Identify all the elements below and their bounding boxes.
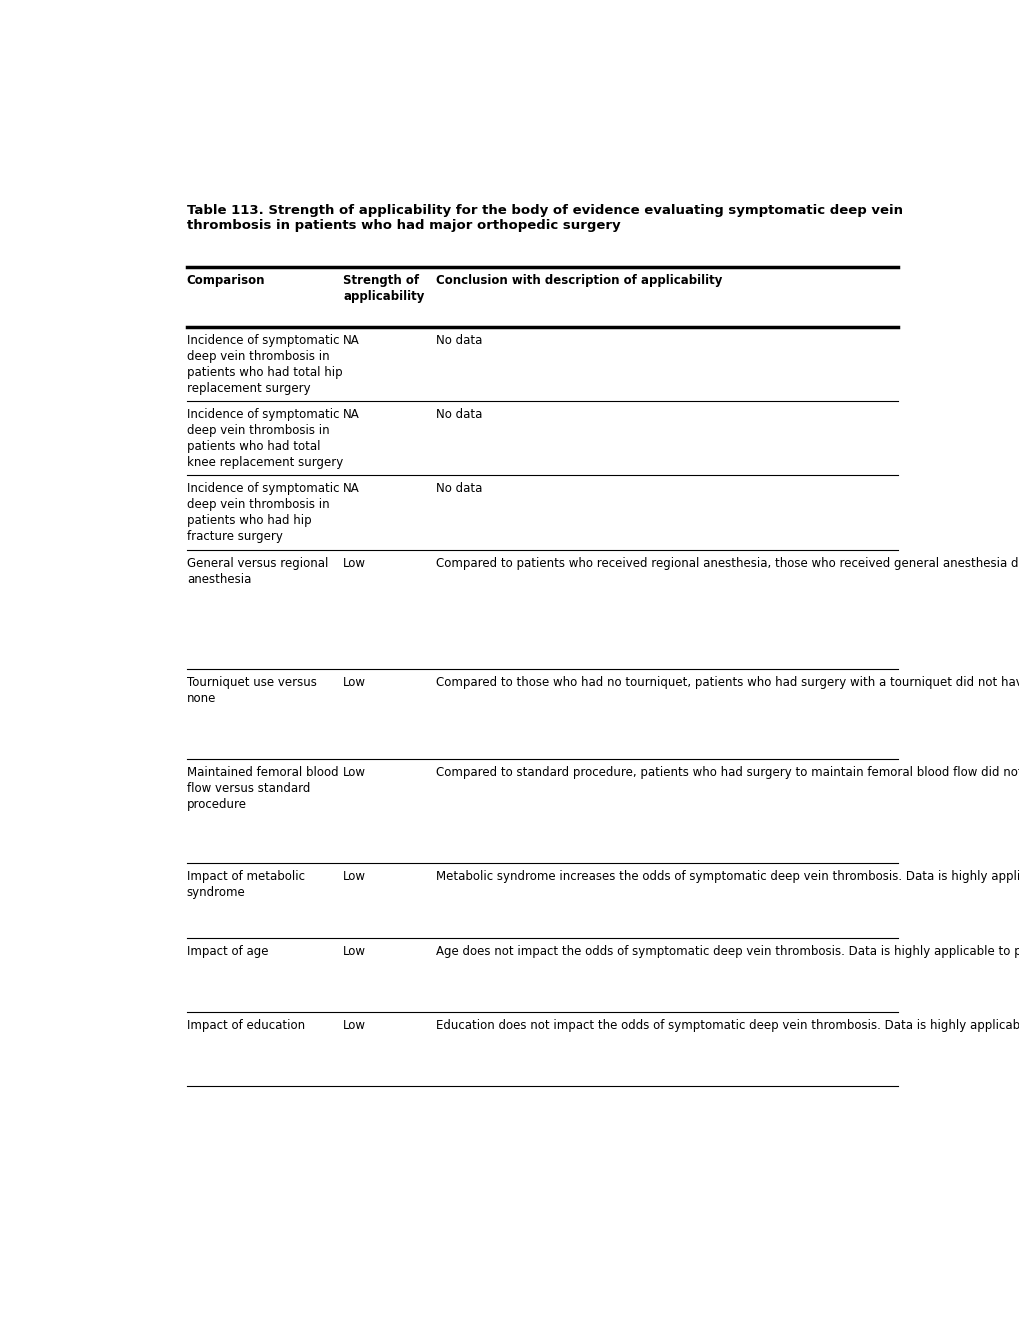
Text: No data: No data xyxy=(435,408,482,421)
Text: Age does not impact the odds of symptomatic deep vein thrombosis. Data is highly: Age does not impact the odds of symptoma… xyxy=(435,945,1019,958)
Text: Low: Low xyxy=(343,766,366,779)
Text: Conclusion with description of applicability: Conclusion with description of applicabi… xyxy=(435,275,721,288)
Text: Low: Low xyxy=(343,945,366,958)
Text: NA: NA xyxy=(343,334,360,347)
Text: Compared to those who had no tourniquet, patients who had surgery with a tourniq: Compared to those who had no tourniquet,… xyxy=(435,676,1019,689)
Text: Maintained femoral blood
flow versus standard
procedure: Maintained femoral blood flow versus sta… xyxy=(186,766,338,810)
Text: Education does not impact the odds of symptomatic deep vein thrombosis. Data is : Education does not impact the odds of sy… xyxy=(435,1019,1019,1032)
Text: NA: NA xyxy=(343,408,360,421)
Text: Incidence of symptomatic
deep vein thrombosis in
patients who had hip
fracture s: Incidence of symptomatic deep vein throm… xyxy=(186,482,339,544)
Text: Strength of
applicability: Strength of applicability xyxy=(343,275,424,304)
Text: Low: Low xyxy=(343,870,366,883)
Text: Incidence of symptomatic
deep vein thrombosis in
patients who had total hip
repl: Incidence of symptomatic deep vein throm… xyxy=(186,334,342,395)
Text: No data: No data xyxy=(435,334,482,347)
Text: Low: Low xyxy=(343,1019,366,1032)
Text: Impact of metabolic
syndrome: Impact of metabolic syndrome xyxy=(186,870,305,899)
Text: Tourniquet use versus
none: Tourniquet use versus none xyxy=(186,676,316,705)
Text: Low: Low xyxy=(343,676,366,689)
Text: Compared to patients who received regional anesthesia, those who received genera: Compared to patients who received region… xyxy=(435,557,1019,570)
Text: Low: Low xyxy=(343,557,366,570)
Text: NA: NA xyxy=(343,482,360,495)
Text: No data: No data xyxy=(435,482,482,495)
Text: Table 113. Strength of applicability for the body of evidence evaluating symptom: Table 113. Strength of applicability for… xyxy=(186,205,902,232)
Text: Metabolic syndrome increases the odds of symptomatic deep vein thrombosis. Data : Metabolic syndrome increases the odds of… xyxy=(435,870,1019,883)
Text: Incidence of symptomatic
deep vein thrombosis in
patients who had total
knee rep: Incidence of symptomatic deep vein throm… xyxy=(186,408,342,469)
Text: Comparison: Comparison xyxy=(186,275,265,288)
Text: General versus regional
anesthesia: General versus regional anesthesia xyxy=(186,557,328,586)
Text: Compared to standard procedure, patients who had surgery to maintain femoral blo: Compared to standard procedure, patients… xyxy=(435,766,1019,779)
Text: Impact of education: Impact of education xyxy=(186,1019,305,1032)
Text: Impact of age: Impact of age xyxy=(186,945,268,958)
